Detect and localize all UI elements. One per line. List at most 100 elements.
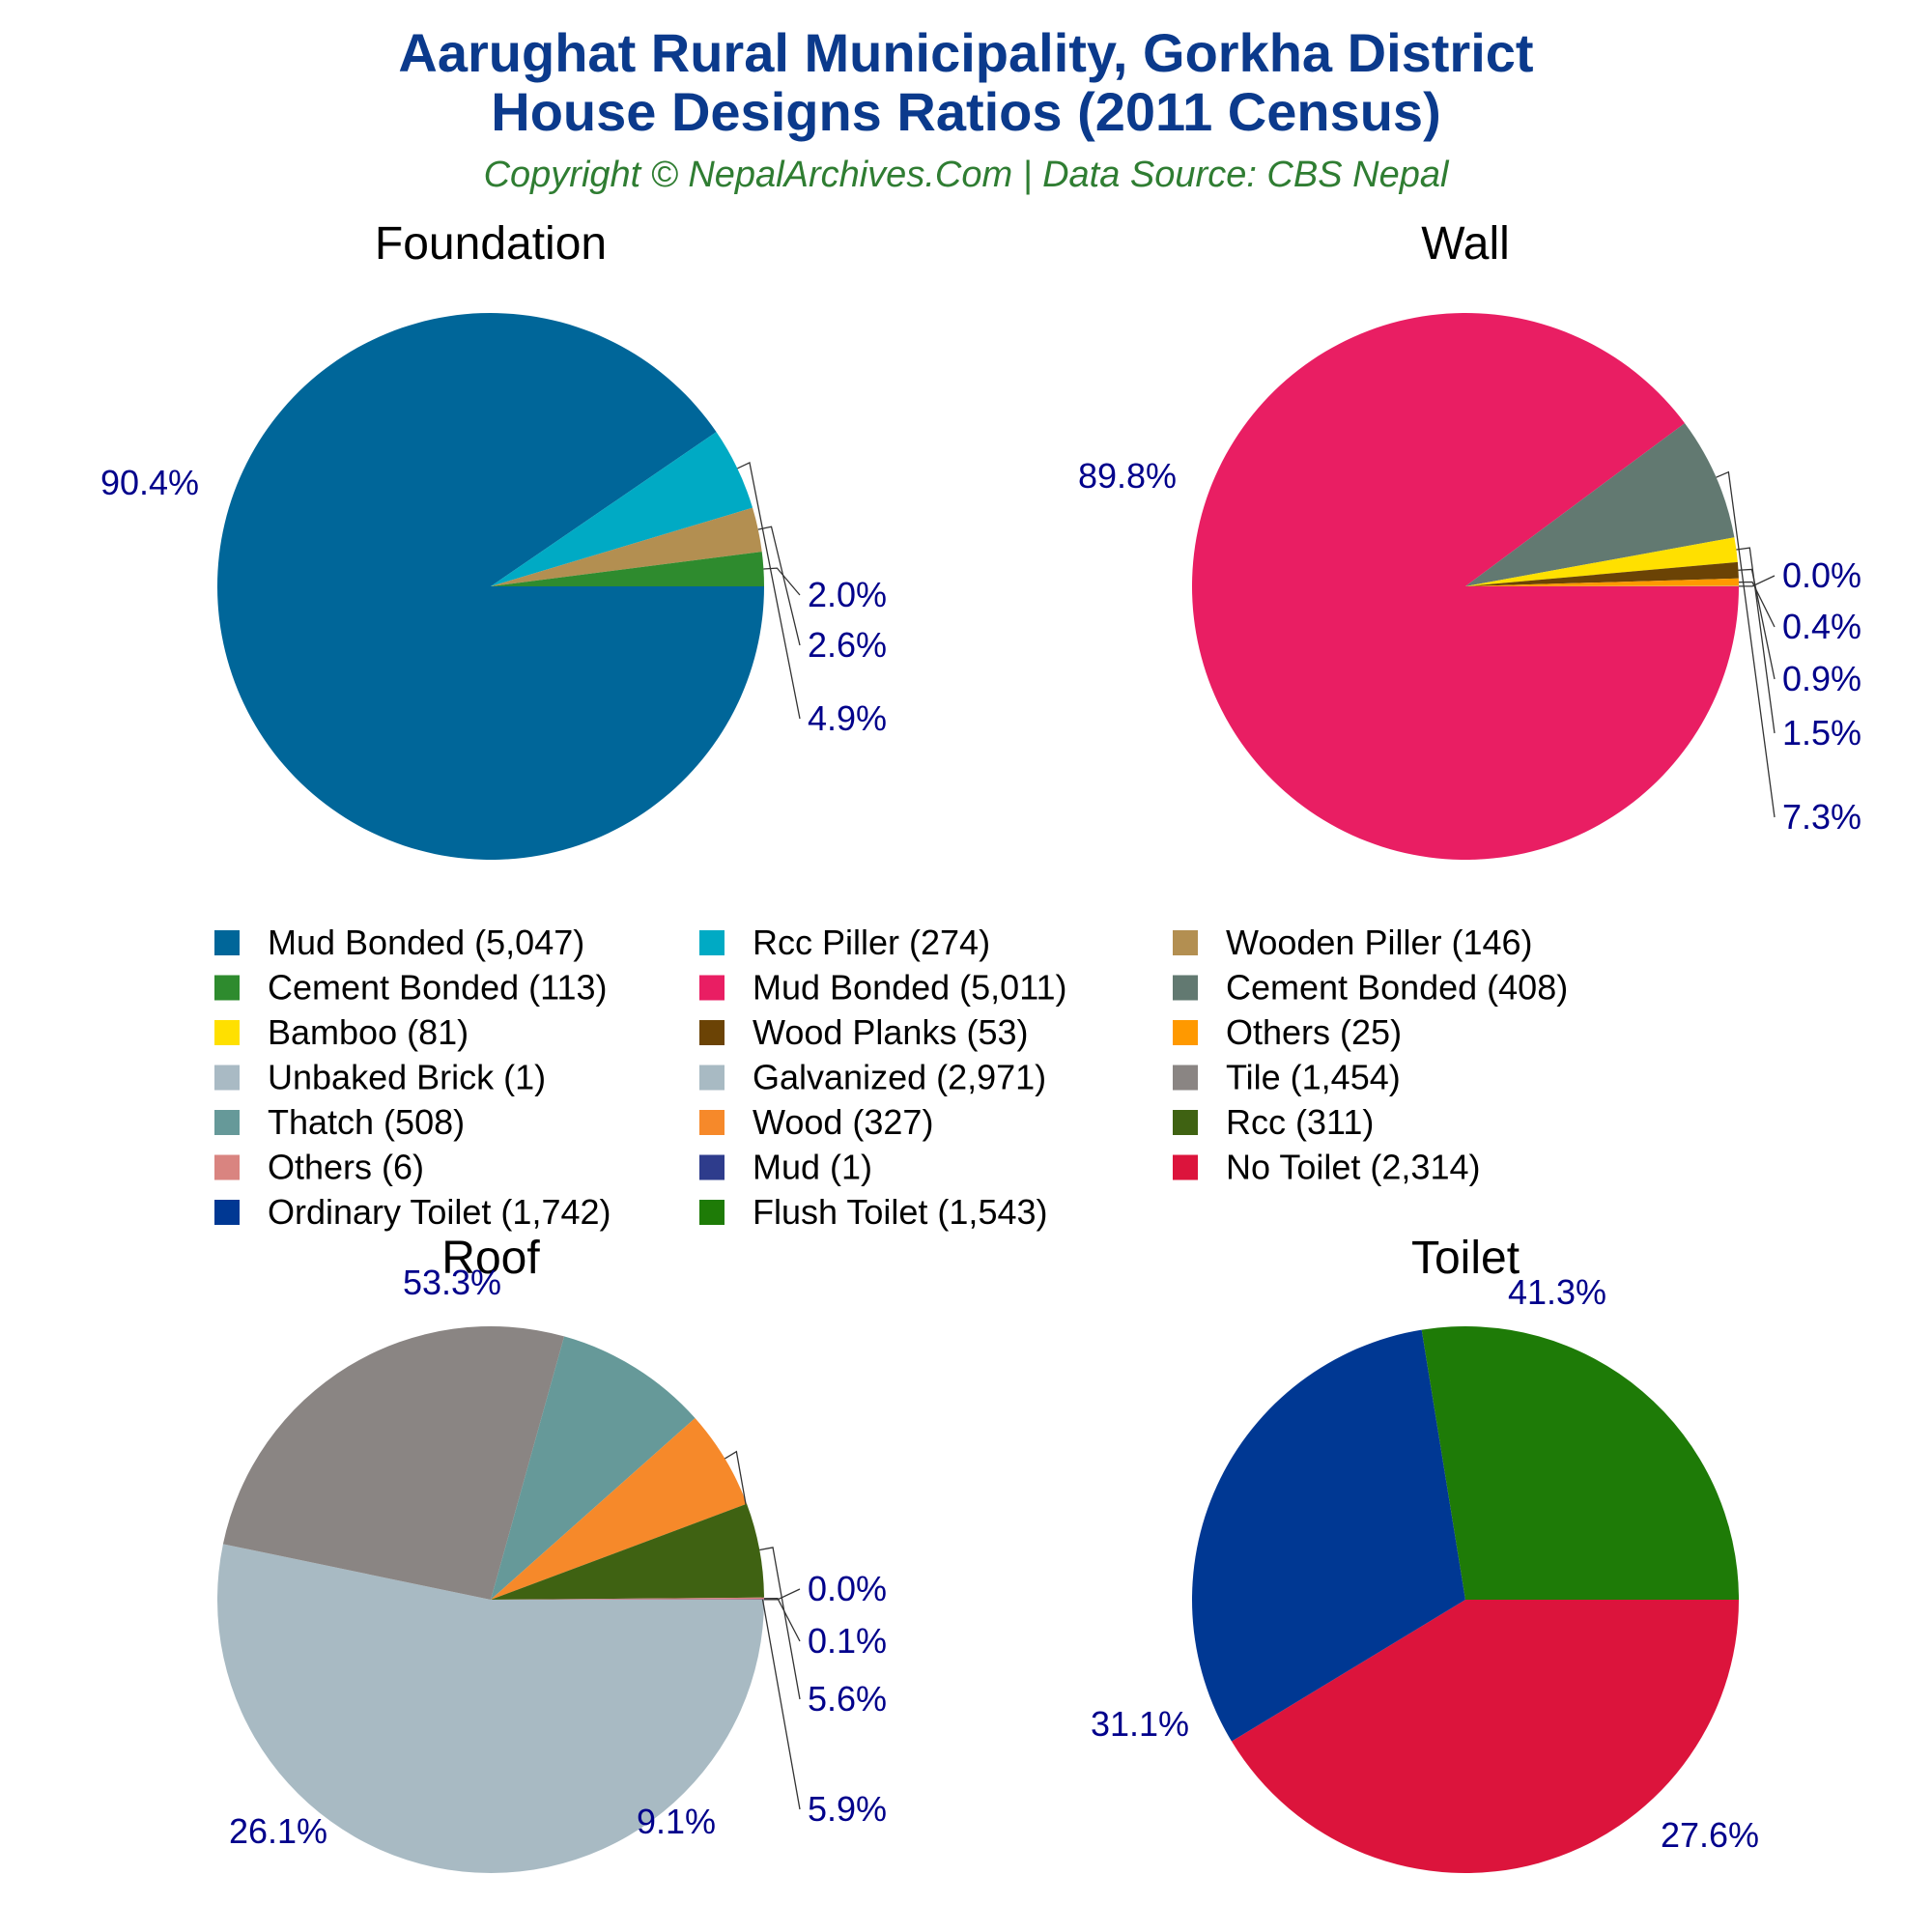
legend-swatch [214,930,240,955]
foundation-slice-wooden-piller [491,507,762,586]
roof-pct-label-tile: 26.1% [229,1811,327,1851]
legend-label: Flush Toilet (1,543) [753,1192,1048,1232]
legend-label: Cement Bonded (113) [268,968,608,1008]
legend-swatch [699,1065,724,1091]
foundation-pie-title: Foundation [375,218,607,270]
wall-pie: Wall 89.8% 7.3% 1.5% 0.9% 0.4% 0.0% [1078,218,1861,861]
legend-label: Rcc (311) [1226,1102,1374,1142]
roof-pct-label-rcc: 5.6% [808,1679,887,1719]
legend-item-unbaked-brick-1: Unbaked Brick (1) [214,1058,546,1097]
legend-item-rcc-piller-274: Rcc Piller (274) [699,923,990,962]
wall-slice-others [1465,578,1739,586]
roof-leader-line-mud [763,1588,801,1601]
wall-pct-label-mud-bonded: 89.8% [1078,456,1177,496]
legend-item-others-6: Others (6) [214,1148,424,1187]
foundation-pct-label-rcc-piller: 4.9% [808,698,887,738]
wall-slice-cement-bonded [1465,423,1735,586]
legend-swatch [1173,975,1198,1001]
roof-slice-thatch [491,1336,696,1600]
toilet-slice-flush-toilet [1421,1326,1739,1600]
legend-label: Mud Bonded (5,011) [753,968,1067,1008]
legend-swatch [214,1065,240,1091]
wall-pct-label-bamboo: 1.5% [1782,713,1861,753]
chart-title-line-1: Aarughat Rural Municipality, Gorkha Dist… [398,22,1533,83]
legend-label: Mud Bonded (5,047) [268,923,584,962]
roof-pct-label-mud: 0.0% [808,1569,887,1608]
wall-pct-label-others: 0.4% [1782,607,1861,646]
legend-swatch [699,1154,724,1180]
toilet-pct-label-no-toilet: 41.3% [1508,1272,1606,1312]
legend-label: Wooden Piller (146) [1226,923,1533,962]
legend-item-mud-bonded-5-047: Mud Bonded (5,047) [214,923,584,962]
roof-pct-label-galvanized: 53.3% [403,1263,501,1302]
roof-slice-tile [222,1325,565,1600]
legend-label: Unbaked Brick (1) [268,1058,546,1097]
legend-item-no-toilet-2-314: No Toilet (2,314) [1173,1148,1480,1187]
legend-item-rcc-311: Rcc (311) [1173,1102,1374,1142]
legend-label: Galvanized (2,971) [753,1058,1046,1097]
toilet-pct-label-ordinary-toilet: 31.1% [1091,1704,1189,1744]
foundation-slice-mud-bonded [217,313,764,861]
wall-leader-line-unbaked-brick [1738,575,1776,587]
legend-swatch [214,1020,240,1045]
foundation-leader-line-wooden-piller [757,526,801,646]
foundation-slice-rcc-piller [491,432,753,586]
legend-swatch [214,1154,240,1180]
roof-slice-galvanized [217,1544,764,1873]
foundation-pct-label-cement-bonded: 2.0% [808,575,887,614]
legend-item-thatch-508: Thatch (508) [214,1102,465,1142]
wall-leader-line-bamboo [1736,547,1776,734]
chart-subtitle: Copyright © NepalArchives.Com | Data Sou… [484,155,1450,195]
wall-leader-line-wood-planks [1738,568,1776,680]
legend-label: Cement Bonded (408) [1226,968,1568,1008]
legend-swatch [1173,1065,1198,1091]
roof-pct-label-others: 0.1% [808,1621,887,1661]
legend-item-ordinary-toilet-1-742: Ordinary Toilet (1,742) [214,1192,611,1232]
toilet-slice-no-toilet [1231,1600,1739,1873]
roof-leader-line-wood [724,1450,801,1810]
foundation-pct-label-wooden-piller: 2.6% [808,625,887,665]
legend-item-wooden-piller-146: Wooden Piller (146) [1173,923,1533,962]
wall-pct-label-unbaked-brick: 0.0% [1782,555,1861,595]
legend-swatch [214,1200,240,1225]
legend: Mud Bonded (5,047) Rcc Piller (274) Wooden… [214,923,1568,1232]
foundation-pie: Foundation 90.4% 4.9% 2.6% 2.0% [100,218,887,861]
roof-pct-label-thatch: 9.1% [637,1802,716,1841]
legend-swatch [699,1110,724,1135]
legend-swatch [1173,1110,1198,1135]
legend-label: Wood Planks (53) [753,1012,1028,1052]
legend-label: Ordinary Toilet (1,742) [268,1192,611,1232]
legend-label: No Toilet (2,314) [1226,1148,1480,1187]
roof-slice-wood [491,1418,748,1600]
legend-swatch [1173,1020,1198,1045]
foundation-leader-line-cement-bonded [763,567,801,596]
legend-swatch [214,975,240,1001]
roof-pct-label-wood: 5.9% [808,1789,887,1829]
legend-item-galvanized-2-971: Galvanized (2,971) [699,1058,1046,1097]
legend-item-tile-1-454: Tile (1,454) [1173,1058,1401,1097]
legend-item-wood-327: Wood (327) [699,1102,933,1142]
legend-swatch [699,1200,724,1225]
legend-label: Rcc Piller (274) [753,923,990,962]
toilet-pie-title: Toilet [1411,1233,1520,1284]
foundation-slice-cement-bonded [491,552,764,586]
wall-leader-line-others [1738,581,1776,628]
legend-swatch [1173,930,1198,955]
legend-item-cement-bonded-113: Cement Bonded (113) [214,968,608,1008]
legend-item-bamboo-81: Bamboo (81) [214,1012,469,1052]
legend-label: Mud (1) [753,1148,872,1187]
legend-item-mud-bonded-5-011: Mud Bonded (5,011) [699,968,1067,1008]
legend-label: Bamboo (81) [268,1012,469,1052]
legend-swatch [699,1020,724,1045]
roof-pie-title: Roof [441,1233,540,1284]
legend-swatch [699,930,724,955]
legend-item-others-25: Others (25) [1173,1012,1402,1052]
roof-leader-line-others [763,1598,801,1642]
pie-charts-group: Foundation 90.4% 4.9% 2.6% 2.0% Wall 89.8% 7.3%… [100,218,1861,1873]
toilet-pct-label-flush-toilet: 27.6% [1661,1815,1759,1855]
legend-item-cement-bonded-408: Cement Bonded (408) [1173,968,1568,1008]
toilet-slice-ordinary-toilet [1192,1329,1465,1742]
foundation-pct-label-mud-bonded: 90.4% [100,463,199,502]
wall-slice-wood-planks [1465,561,1739,586]
